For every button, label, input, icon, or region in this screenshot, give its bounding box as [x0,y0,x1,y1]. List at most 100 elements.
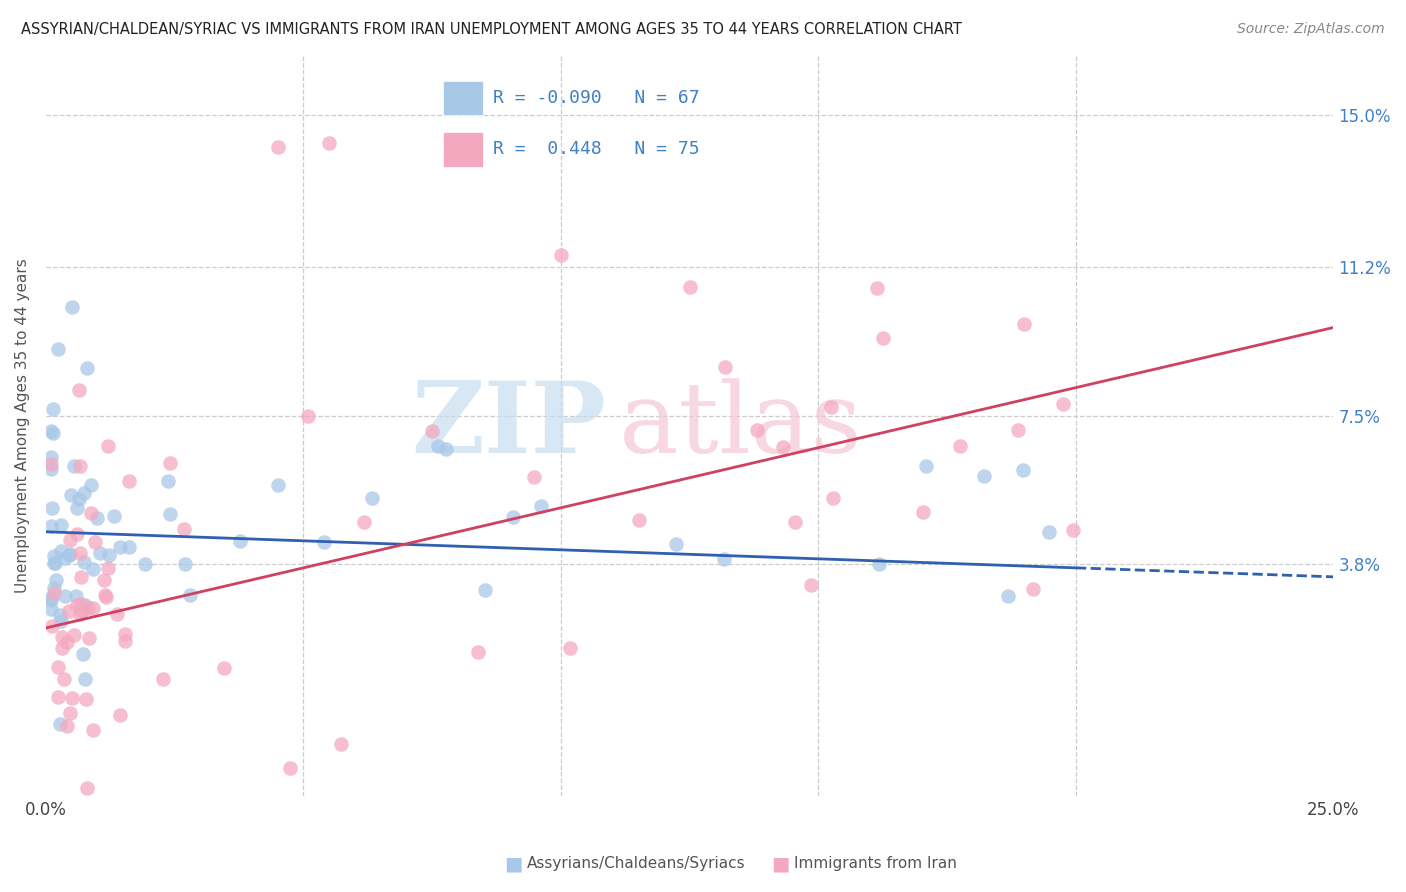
Point [60,690,83,705]
Point [108,540,131,554]
Text: ■: ■ [503,854,523,873]
Point [157,474,180,488]
Point [66,598,89,612]
Point [69,546,91,560]
Text: Source: ZipAtlas.com: Source: ZipAtlas.com [1237,22,1385,37]
Point [530,500,553,514]
Point [420,424,443,438]
Point [868,557,890,571]
Text: ■: ■ [770,854,790,873]
Point [65,590,87,604]
Point [67,384,90,398]
Point [42,585,65,599]
Point [44,549,66,563]
Text: Assyrians/Chaldeans/Syriacs: Assyrians/Chaldeans/Syriacs [527,856,745,871]
Point [82,562,104,576]
Point [49,544,72,558]
Point [427,439,450,453]
Point [53,551,76,566]
Point [58,548,80,562]
Point [98,549,121,563]
Point [114,633,136,648]
Point [267,478,290,492]
Point [1062,523,1084,537]
Point [67,491,90,506]
Point [65,501,87,516]
Point [72,647,94,661]
Point [59,547,82,561]
Point [800,578,823,592]
Point [97,439,120,453]
Point [278,762,301,776]
Point [82,723,104,737]
Point [229,533,252,548]
Point [1012,463,1035,477]
Point [39,462,62,476]
Point [69,607,91,621]
Point [96,590,118,604]
Point [60,488,83,502]
Point [66,527,89,541]
Point [42,426,65,441]
Point [179,588,201,602]
Point [93,588,115,602]
Point [550,248,572,262]
Point [44,581,66,595]
Point [39,591,62,605]
Point [39,593,62,607]
Point [353,515,375,529]
Point [80,506,103,520]
Point [214,660,236,674]
Point [772,440,794,454]
Point [63,459,86,474]
Point [48,660,70,674]
Point [41,519,63,533]
Point [1038,525,1060,540]
Point [664,536,686,550]
Point [872,331,894,345]
Point [134,557,156,571]
Point [97,561,120,575]
Point [86,511,108,525]
Point [89,545,111,559]
Point [44,556,66,570]
Point [69,458,91,473]
Point [56,634,79,648]
Text: Immigrants from Iran: Immigrants from Iran [794,856,957,871]
Point [108,707,131,722]
Point [39,424,62,438]
Point [714,359,737,374]
Point [62,628,84,642]
Point [523,469,546,483]
Point [73,672,96,686]
Point [39,450,62,464]
Point [76,691,98,706]
Point [1007,423,1029,437]
Point [45,573,67,587]
Point [82,601,104,615]
Point [820,400,842,414]
Point [80,478,103,492]
Point [59,706,82,720]
Point [1052,397,1074,411]
Point [51,631,73,645]
Point [318,136,340,151]
Point [361,491,384,505]
Point [159,507,181,521]
Point [49,614,72,628]
Point [713,551,735,566]
Point [267,140,290,154]
Point [69,597,91,611]
Point [114,626,136,640]
Point [747,423,769,437]
Point [997,589,1019,603]
Point [72,555,94,569]
Point [329,737,352,751]
Point [70,570,93,584]
Point [434,442,457,456]
Point [42,556,65,570]
Point [42,402,65,417]
Point [915,458,938,473]
Point [467,645,489,659]
Point [159,456,181,470]
